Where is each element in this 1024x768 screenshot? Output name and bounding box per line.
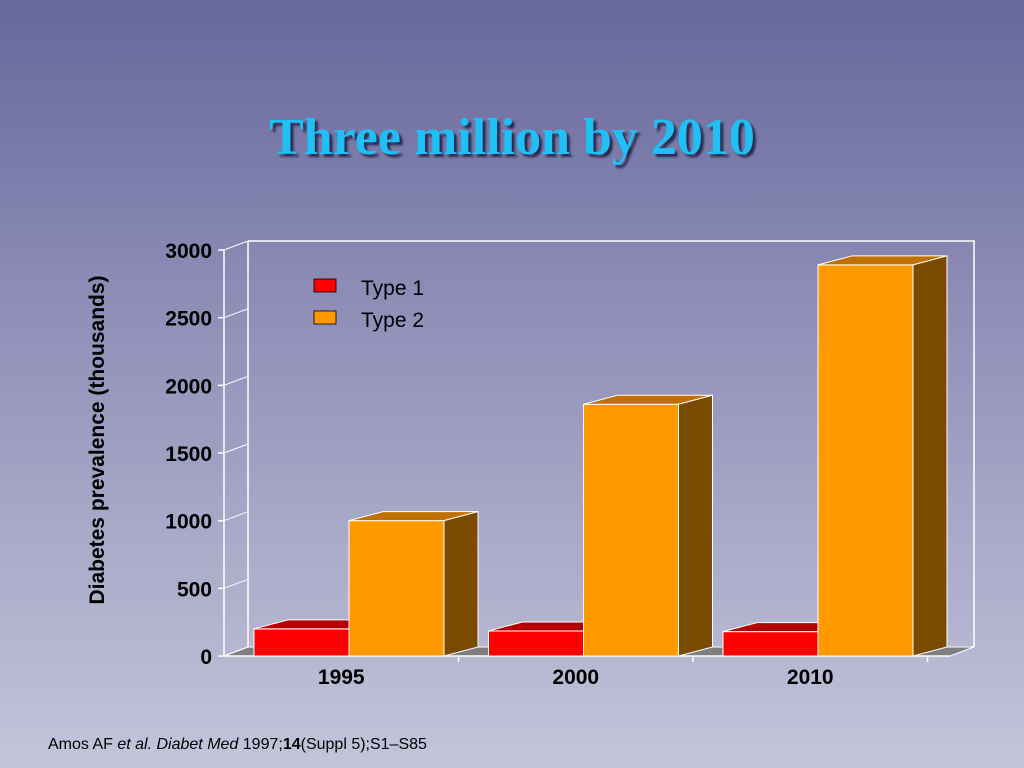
bar-front	[817, 264, 914, 657]
y-axis-label: Diabetes prevalence (thousands)	[86, 275, 109, 604]
citation-year: 1997;	[242, 736, 283, 753]
bar-side	[912, 255, 948, 657]
citation-journal: Diabet Med	[156, 736, 239, 753]
y-tick-depth	[223, 578, 249, 589]
x-tick-label: 2000	[552, 666, 599, 689]
bar-front	[348, 520, 445, 657]
y-tick-label: 2500	[165, 308, 212, 331]
y-tick-depth	[223, 375, 249, 386]
y-tick-label: 0	[200, 646, 212, 669]
bar-side	[443, 511, 479, 657]
y-tick-label: 1500	[165, 443, 212, 466]
y-tick-label: 3000	[165, 240, 212, 263]
y-tick-label: 2000	[165, 375, 212, 398]
chart-legend: Type 1 Type 2	[313, 277, 424, 332]
chart-bars	[253, 255, 948, 657]
slide-title: Three million by 2010	[269, 109, 755, 166]
bar-front	[722, 631, 819, 657]
y-tick-label: 1000	[165, 511, 212, 534]
bar-front	[488, 630, 584, 657]
y-tick-depth	[223, 240, 249, 251]
citation-authors: Amos AF	[48, 736, 113, 753]
legend-label: Type 2	[361, 309, 424, 332]
bar-front	[583, 403, 679, 657]
back-wall	[248, 240, 975, 647]
y-tick-depth	[223, 511, 249, 522]
y-tick-depth	[223, 443, 249, 454]
citation-volume: 14	[282, 736, 301, 753]
x-tick-label: 2010	[787, 666, 834, 689]
y-tick-depth	[223, 308, 249, 319]
legend-label: Type 1	[361, 277, 424, 300]
legend-swatch	[313, 278, 337, 293]
y-tick-depth	[223, 646, 249, 657]
x-tick-label: 1995	[318, 666, 365, 689]
citation-etal: et al.	[117, 736, 153, 753]
legend-swatch	[313, 310, 337, 325]
y-tick-label: 500	[177, 578, 212, 601]
bar-front	[253, 628, 350, 657]
citation: Amos AF et al. Diabet Med 1997;14(Suppl …	[48, 736, 427, 754]
chart-labels: 0 500 1000 1500 2000 2500 3000 Diabetes prevale…	[86, 240, 834, 689]
bar-side	[678, 394, 713, 657]
citation-rest: (Suppl 5);S1–S85	[300, 736, 427, 753]
